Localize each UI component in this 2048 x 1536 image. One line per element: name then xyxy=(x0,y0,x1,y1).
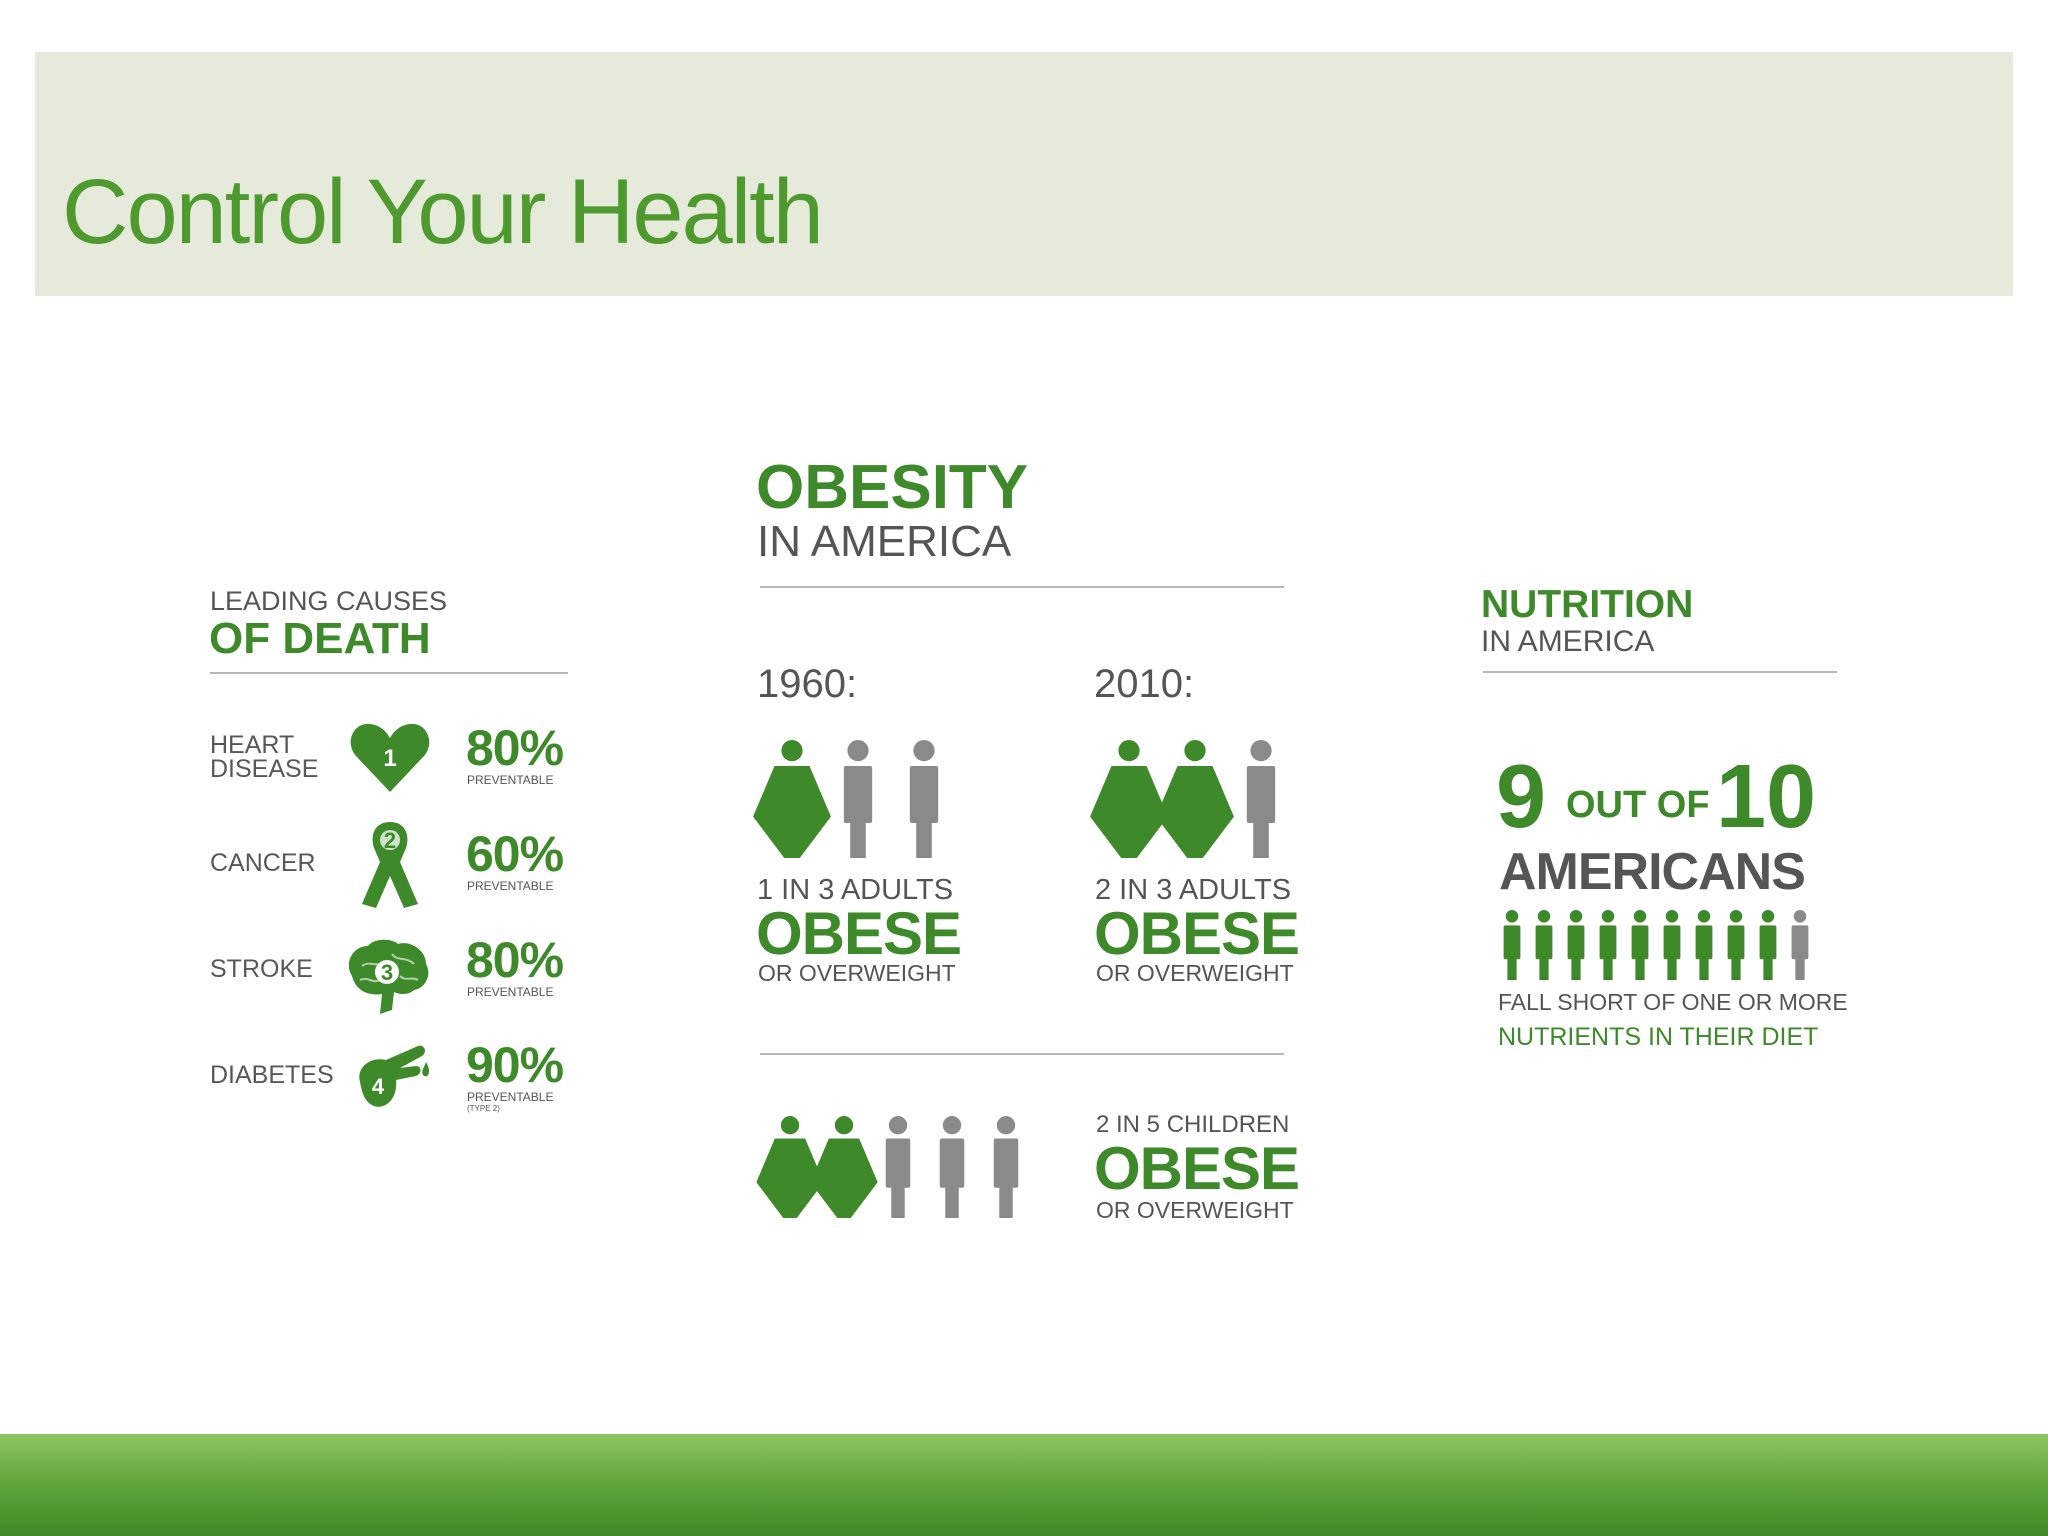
nutrition-num2: 10 xyxy=(1716,747,1817,847)
nutrition-person-1 xyxy=(1503,910,1521,980)
y2010-person-3 xyxy=(1246,740,1276,858)
diabetes-note-type: (TYPE 2) xyxy=(467,1104,500,1113)
children-person-5 xyxy=(993,1116,1019,1218)
cause-name-heart-1: HEART xyxy=(210,731,295,759)
cancer-pct: 60% xyxy=(466,826,564,882)
nutrition-person-2 xyxy=(1535,910,1553,980)
people-children xyxy=(756,1116,1019,1218)
children-person-4 xyxy=(939,1116,965,1218)
footer-band xyxy=(0,1434,2048,1536)
nutrition-divider xyxy=(1483,671,1837,673)
obesity-children-line1: 2 IN 5 CHILDREN xyxy=(1096,1111,1290,1138)
finger-drop-icon: 4 xyxy=(359,1045,430,1107)
stroke-note: PREVENTABLE xyxy=(467,985,554,999)
nutrition-person-5 xyxy=(1631,910,1649,980)
children-person-2 xyxy=(810,1116,878,1218)
nutrition-person-10 xyxy=(1791,910,1809,980)
nutrition-person-9 xyxy=(1759,910,1777,980)
nutrition-americans: AMERICANS xyxy=(1499,843,1806,901)
diabetes-note: PREVENTABLE xyxy=(467,1090,554,1104)
nutrition-heading-big: NUTRITION xyxy=(1481,583,1694,626)
y1960-person-1 xyxy=(753,740,831,858)
cancer-note: PREVENTABLE xyxy=(467,879,554,893)
diabetes-pct: 90% xyxy=(466,1037,564,1093)
obesity-1960-line2: OBESE xyxy=(756,900,962,967)
nutrition-line1: FALL SHORT OF ONE OR MORE xyxy=(1498,989,1848,1015)
nutrition-heading-small: IN AMERICA xyxy=(1481,625,1655,658)
death-heading-big: OF DEATH xyxy=(209,614,431,663)
death-heading-small: LEADING CAUSES xyxy=(210,586,448,616)
y2010-person-1 xyxy=(1090,740,1168,858)
header-band xyxy=(35,52,2013,296)
nutrition-line2: NUTRIENTS IN THEIR DIET xyxy=(1498,1023,1819,1051)
obesity-2010-line3: OR OVERWEIGHT xyxy=(1096,960,1294,986)
y2010-person-2 xyxy=(1156,740,1234,858)
cause-name-cancer: CANCER xyxy=(210,849,316,877)
cause-name-stroke: STROKE xyxy=(210,955,313,983)
obesity-children-line2: OBESE xyxy=(1094,1135,1300,1202)
obesity-heading-small: IN AMERICA xyxy=(757,517,1012,566)
stroke-pct: 80% xyxy=(466,932,564,988)
obesity-2010-line1: 2 IN 3 ADULTS xyxy=(1095,874,1292,906)
ribbon-rank-label: 2 xyxy=(384,828,396,853)
children-person-1 xyxy=(756,1116,824,1218)
nutrition-num1: 9 xyxy=(1496,747,1547,847)
heart-icon: 1 xyxy=(350,723,430,792)
people-2010 xyxy=(1090,740,1276,858)
children-person-3 xyxy=(885,1116,911,1218)
obesity-heading-big: OBESITY xyxy=(756,453,1029,522)
obesity-1960-line3: OR OVERWEIGHT xyxy=(758,960,956,986)
obesity-mid-divider xyxy=(760,1053,1284,1055)
brain-icon: 3 xyxy=(348,939,429,1014)
cause-name-diabetes: DIABETES xyxy=(210,1061,334,1089)
death-divider xyxy=(210,672,568,674)
nutrition-person-3 xyxy=(1567,910,1585,980)
obesity-1960-line1: 1 IN 3 ADULTS xyxy=(757,874,954,906)
heart-note: PREVENTABLE xyxy=(467,773,554,787)
year-1960-label: 1960: xyxy=(757,662,858,706)
nutrition-person-4 xyxy=(1599,910,1617,980)
heart-pct: 80% xyxy=(466,720,564,776)
page-title: Control Your Health xyxy=(62,161,824,263)
obesity-children-line3: OR OVERWEIGHT xyxy=(1096,1197,1294,1223)
y1960-person-3 xyxy=(909,740,939,858)
people-1960 xyxy=(753,740,939,858)
nutrition-person-7 xyxy=(1695,910,1713,980)
obesity-2010-line2: OBESE xyxy=(1094,900,1300,967)
cause-name-heart-2: DISEASE xyxy=(210,755,319,783)
brain-rank-label: 3 xyxy=(381,960,393,985)
heart-rank-label: 1 xyxy=(383,745,396,772)
people-nutrition xyxy=(1503,910,1809,980)
finger-rank-label: 4 xyxy=(372,1074,385,1099)
obesity-top-divider xyxy=(760,586,1284,588)
ribbon-icon: 2 xyxy=(362,822,418,908)
nutrition-mid: OUT OF xyxy=(1566,784,1710,826)
nutrition-person-8 xyxy=(1727,910,1745,980)
year-2010-label: 2010: xyxy=(1094,662,1195,706)
nutrition-person-6 xyxy=(1663,910,1681,980)
y1960-person-2 xyxy=(843,740,873,858)
